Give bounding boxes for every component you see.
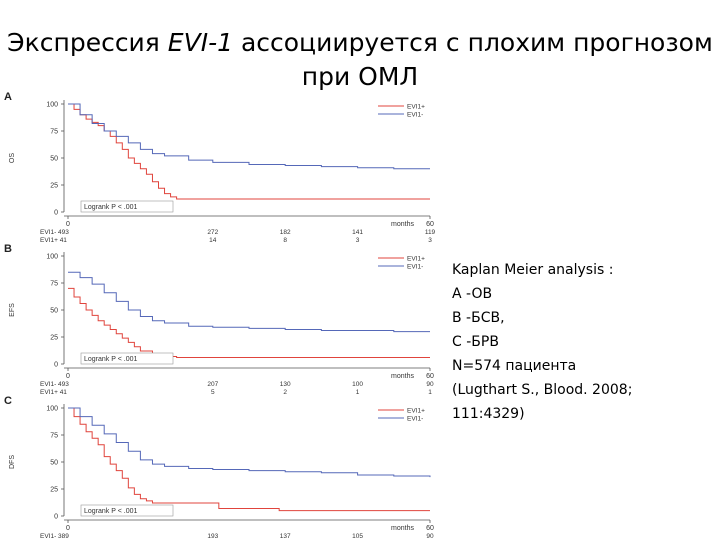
slide-title-line-2: при ОМЛ <box>301 62 419 91</box>
series-line-evi1-plus <box>68 407 430 512</box>
y-tick-label: 75 <box>50 281 58 288</box>
y-tick-label: 50 <box>50 460 58 467</box>
info-line: 111:4329) <box>452 406 525 422</box>
slide-title: Экспрессия EVI-1 ассоциируется с плохим … <box>0 26 720 94</box>
risk-value: 14 <box>209 237 217 244</box>
y-tick-label: 100 <box>46 254 58 261</box>
y-tick-label: 100 <box>46 406 58 413</box>
x-tick-label: 60 <box>426 373 434 380</box>
risk-row-label: EVI1+ 41 <box>40 237 67 244</box>
logrank-annotation: Logrank P < .001 <box>84 356 137 363</box>
y-tick-label: 100 <box>46 102 58 109</box>
annotation-box <box>80 504 174 517</box>
legend-label: EVI1- <box>407 264 423 271</box>
risk-value: 1 <box>356 389 360 396</box>
series-line-evi1-minus <box>68 407 431 478</box>
risk-value: 141 <box>352 229 363 236</box>
risk-value: 137 <box>280 533 291 538</box>
slide-title-line-1: Экспрессия EVI-1 ассоциируется с плохим … <box>0 26 720 60</box>
risk-value: 90 <box>426 381 434 388</box>
risk-value: 207 <box>207 381 218 388</box>
y-axis-label: OS <box>9 153 16 163</box>
x-axis-label: months <box>391 221 414 228</box>
legend-label: EVI1+ <box>407 256 425 263</box>
y-tick-label: 0 <box>54 210 58 217</box>
x-tick-label: 0 <box>66 373 70 380</box>
legend-label: EVI1+ <box>407 104 425 111</box>
y-tick-label: 50 <box>50 156 58 163</box>
analysis-info: Kaplan Meier analysis : A -OB B -БСВ, C … <box>452 258 712 426</box>
legend-label: EVI1- <box>407 112 423 119</box>
info-line: (Lugthart S., Blood. 2008; <box>452 382 633 398</box>
y-tick-label: 0 <box>54 362 58 369</box>
panel-letter: B <box>4 243 12 255</box>
panel-letter: A <box>4 91 12 103</box>
risk-value: 193 <box>207 533 218 538</box>
annotation-box <box>80 352 174 365</box>
info-line: N=574 пациента <box>452 358 577 374</box>
risk-value: 8 <box>283 237 287 244</box>
risk-row-label: EVI1+ 41 <box>40 389 67 396</box>
info-line: C -БРВ <box>452 334 499 350</box>
y-axis-label: DFS <box>9 455 16 469</box>
legend-label: EVI1+ <box>407 408 425 415</box>
annotation-box <box>80 200 174 213</box>
risk-value: 5 <box>211 389 215 396</box>
title-gene: EVI-1 <box>167 28 233 57</box>
y-tick-label: 25 <box>50 183 58 190</box>
series-line-evi1-plus <box>68 103 430 200</box>
risk-value: 130 <box>280 381 291 388</box>
risk-value: 119 <box>425 229 436 236</box>
x-tick-label: 60 <box>426 525 434 532</box>
series-line-evi1-minus <box>68 271 430 333</box>
info-line: B -БСВ, <box>452 310 505 326</box>
logrank-annotation: Logrank P < .001 <box>84 508 137 515</box>
legend-label: EVI1- <box>407 416 423 423</box>
info-line: Kaplan Meier analysis : <box>452 262 614 278</box>
info-line: A -OB <box>452 286 493 302</box>
risk-value: 182 <box>280 229 291 236</box>
x-tick-label: 60 <box>426 221 434 228</box>
title-prefix: Экспрессия <box>7 28 168 57</box>
risk-value: 3 <box>428 237 432 244</box>
series-line-evi1-minus <box>68 103 430 170</box>
risk-row-label: EVI1- 493 <box>40 381 69 388</box>
risk-value: 90 <box>426 533 434 538</box>
risk-value: 100 <box>352 381 363 388</box>
risk-value: 3 <box>356 237 360 244</box>
y-tick-label: 0 <box>54 514 58 521</box>
logrank-annotation: Logrank P < .001 <box>84 204 137 211</box>
series-line-evi1-plus <box>68 287 430 359</box>
x-tick-label: 0 <box>66 221 70 228</box>
panel-letter: C <box>4 395 12 407</box>
risk-row-label: EVI1- 389 <box>40 533 69 538</box>
title-suffix: ассоциируется с плохим прогнозом <box>233 28 713 57</box>
risk-value: 105 <box>352 533 363 538</box>
y-tick-label: 50 <box>50 308 58 315</box>
x-axis-label: months <box>391 373 414 380</box>
y-tick-label: 25 <box>50 335 58 342</box>
x-axis-label: months <box>391 525 414 532</box>
risk-value: 272 <box>207 229 218 236</box>
risk-value: 1 <box>428 389 432 396</box>
risk-value: 2 <box>283 389 287 396</box>
y-tick-label: 25 <box>50 487 58 494</box>
x-tick-label: 0 <box>66 525 70 532</box>
y-tick-label: 75 <box>50 433 58 440</box>
y-axis-label: EFS <box>9 303 16 317</box>
risk-row-label: EVI1- 493 <box>40 229 69 236</box>
y-tick-label: 75 <box>50 129 58 136</box>
